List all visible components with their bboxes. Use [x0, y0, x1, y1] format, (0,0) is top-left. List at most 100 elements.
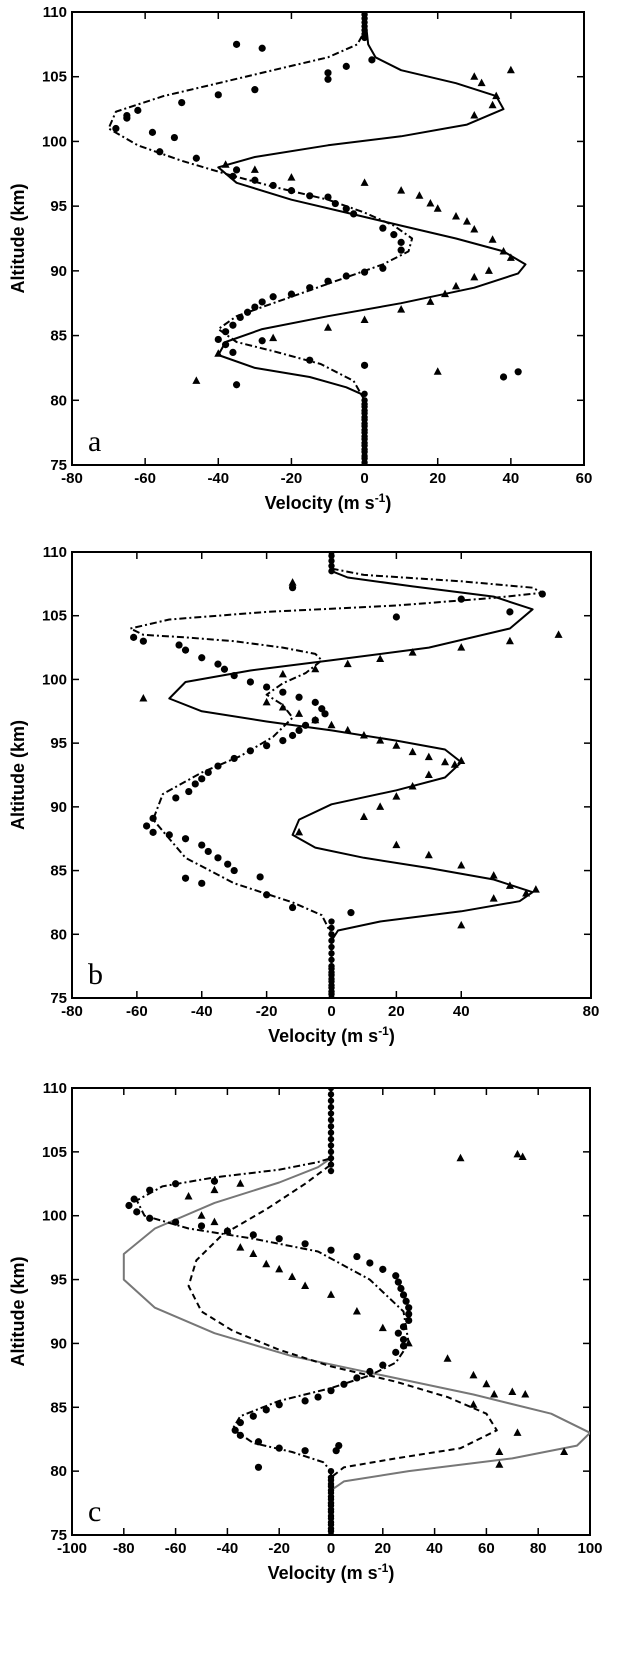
data-point-triangle: [295, 827, 304, 836]
data-point-triangle: [359, 812, 368, 821]
axis-dot: [361, 439, 368, 447]
axis-dot: [327, 1123, 335, 1130]
y-tick-label: 90: [50, 799, 67, 816]
data-point-triangle: [327, 1290, 335, 1298]
data-point-circle: [130, 1195, 138, 1203]
series-line-dashdot: [107, 12, 414, 465]
data-point-triangle: [214, 349, 223, 357]
data-point-triangle: [210, 1217, 219, 1226]
data-point-circle: [236, 1419, 244, 1427]
data-point-circle: [134, 106, 142, 114]
data-point-triangle: [457, 920, 466, 929]
data-point-circle: [342, 205, 350, 213]
data-point-circle: [243, 308, 252, 316]
data-point-circle: [397, 238, 405, 246]
data-point-circle: [366, 1367, 374, 1376]
data-point-triangle: [489, 871, 498, 879]
data-point-circle: [457, 595, 465, 603]
data-point-circle: [295, 726, 303, 735]
axis-dot: [328, 918, 335, 925]
data-point-circle: [342, 272, 350, 280]
axis-dot: [328, 971, 335, 979]
x-axis-label: Velocity (m s-1): [268, 1024, 395, 1046]
axis-dot: [327, 1155, 335, 1162]
data-point-circle: [172, 1218, 180, 1226]
data-point-triangle: [311, 664, 320, 673]
data-point-circle: [405, 1304, 413, 1312]
data-point-circle: [230, 672, 238, 680]
data-point-triangle: [236, 1179, 245, 1187]
x-tick-label: 40: [503, 470, 520, 487]
data-point-triangle: [554, 630, 563, 638]
axis-dot: [328, 567, 335, 575]
data-point-triangle: [424, 752, 433, 761]
x-tick-label: 80: [583, 1003, 600, 1020]
data-point-triangle: [415, 191, 424, 199]
data-point-circle: [139, 637, 147, 645]
y-tick-label: 110: [43, 544, 67, 561]
data-point-triangle: [424, 770, 433, 778]
data-point-circle: [295, 693, 303, 701]
data-point-triangle: [376, 736, 385, 744]
y-tick-label: 100: [42, 133, 67, 150]
x-tick-label: -60: [134, 470, 156, 487]
panel-a: -80 -60 -40 -20 0 20 40 60 75 80 85 90 95 100 105 110 Ve…: [8, 4, 592, 513]
data-point-circle: [191, 780, 199, 788]
data-point-triangle: [499, 246, 508, 255]
data-point-circle: [198, 775, 206, 783]
data-point-circle: [301, 721, 310, 729]
data-point-circle: [222, 328, 230, 336]
y-axis-label: Altitude (km): [8, 183, 28, 293]
data-point-circle: [340, 1380, 348, 1388]
data-point-triangle: [397, 305, 406, 313]
data-point-circle: [258, 44, 266, 52]
data-point-circle: [275, 1444, 283, 1452]
axis-dot: [327, 1483, 335, 1490]
y-tick-label: 75: [50, 990, 67, 1007]
data-point-circle: [232, 166, 241, 174]
series-line-solid: [122, 1088, 590, 1535]
panel-c: -100 -80 -60 -40 -20 0 20 40 60 80 100 75 80 85 90 95 10…: [8, 1080, 603, 1583]
data-point-circle: [125, 1201, 133, 1210]
y-axis-label: Altitude (km): [8, 1256, 28, 1366]
data-point-circle: [394, 1278, 402, 1286]
data-point-triangle: [139, 694, 148, 702]
y-tick-label: 110: [43, 4, 67, 21]
data-point-triangle: [488, 100, 497, 109]
data-point-circle: [165, 831, 173, 839]
data-point-circle: [324, 75, 332, 83]
data-point-circle: [324, 277, 332, 285]
data-point-circle: [321, 710, 329, 718]
data-point-triangle: [324, 323, 332, 331]
data-point-circle: [198, 879, 206, 887]
data-point-circle: [394, 1329, 402, 1337]
data-point-triangle: [457, 860, 466, 869]
y-tick-label: 90: [50, 1335, 67, 1352]
data-point-circle: [397, 246, 405, 254]
data-point-circle: [324, 69, 332, 77]
x-tick-label: -20: [256, 1003, 278, 1020]
data-point-circle: [279, 688, 287, 696]
data-point-triangle: [505, 881, 514, 889]
data-point-circle: [263, 742, 271, 750]
y-tick-label: 95: [50, 735, 67, 752]
data-point-circle: [256, 873, 264, 881]
data-point-triangle: [360, 315, 369, 324]
data-point-circle: [288, 584, 297, 592]
axis-dot: [327, 1521, 335, 1528]
data-point-triangle: [488, 235, 497, 243]
data-point-triangle: [482, 1379, 491, 1388]
axis-dot: [361, 459, 368, 465]
axis-dot: [327, 1091, 335, 1098]
data-point-circle: [112, 124, 120, 133]
data-point-circle: [254, 1438, 263, 1446]
data-point-circle: [399, 1342, 408, 1350]
axis-dot: [361, 420, 368, 427]
data-point-triangle: [287, 173, 296, 181]
data-point-circle: [146, 1214, 154, 1222]
data-point-triangle: [360, 178, 369, 186]
series-line-dashed: [187, 1088, 498, 1535]
data-point-triangle: [462, 217, 471, 225]
data-point-circle: [324, 193, 332, 201]
data-point-circle: [301, 1397, 309, 1405]
